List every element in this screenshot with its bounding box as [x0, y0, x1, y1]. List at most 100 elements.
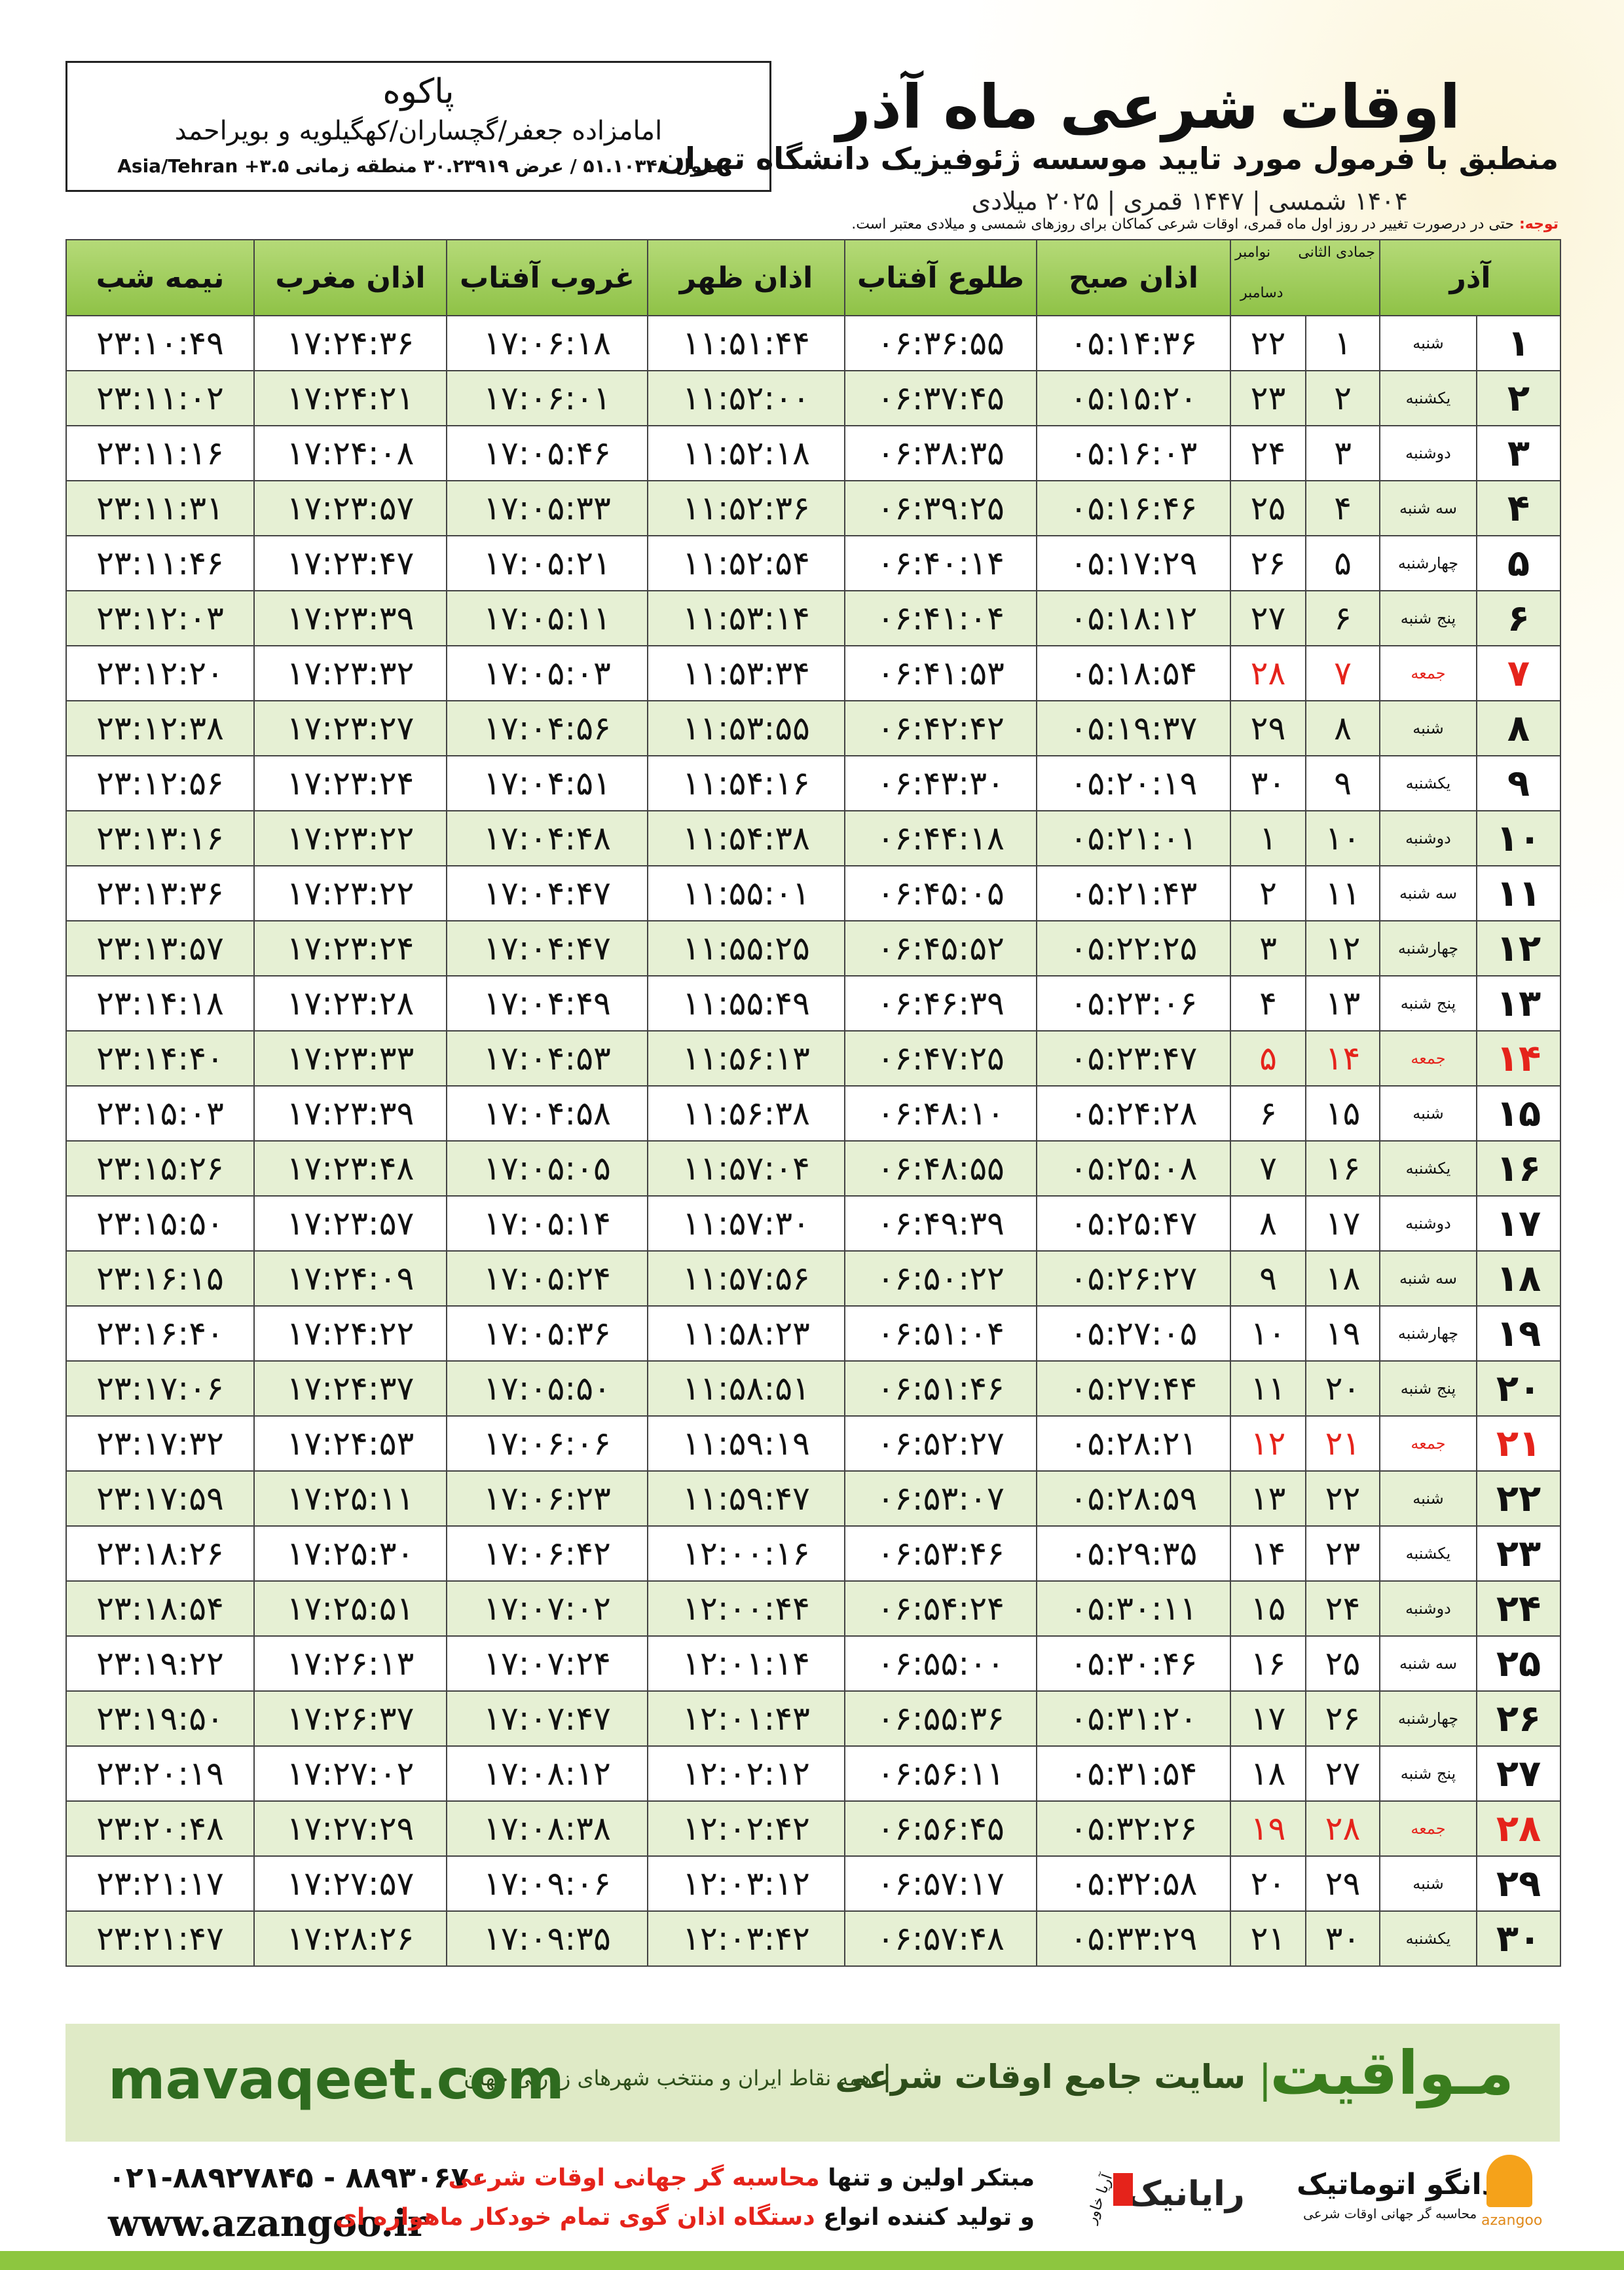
hijri-day: ۶: [1305, 590, 1380, 646]
weekday: پنج شنبه: [1379, 1745, 1477, 1802]
maghrib: ۱۷:۲۴:۲۱: [253, 370, 447, 426]
hijri-day: ۲۵: [1305, 1635, 1380, 1692]
weekday: شنبه: [1379, 1855, 1477, 1912]
gregorian-day: ۱۳: [1230, 1470, 1306, 1527]
footer-website: www.azangoo.ir: [108, 2202, 427, 2245]
sunrise: ۰۶:۵۶:۴۵: [844, 1800, 1037, 1857]
sunset: ۱۷:۰۹:۳۵: [446, 1910, 648, 1967]
weekday: جمعه: [1379, 1415, 1477, 1472]
sunset: ۱۷:۰۵:۰۵: [446, 1140, 648, 1197]
sunrise: ۰۶:۳۶:۵۵: [844, 315, 1037, 371]
hijri-day: ۱۰: [1305, 810, 1380, 866]
weekday: چهارشنبه: [1379, 920, 1477, 977]
hijri-day: ۱۶: [1305, 1140, 1380, 1197]
banner-separator: |: [882, 2059, 892, 2093]
day-number: ۸: [1476, 700, 1561, 756]
sunset: ۱۷:۰۵:۰۳: [446, 645, 648, 701]
weekday: پنج شنبه: [1379, 1360, 1477, 1417]
maghrib: ۱۷:۲۳:۲۷: [253, 700, 447, 756]
gregorian-day: ۱۹: [1230, 1800, 1306, 1857]
fajr: ۰۵:۲۷:۴۴: [1036, 1360, 1231, 1417]
dhuhr: ۱۲:۰۲:۱۲: [647, 1745, 845, 1802]
table-row: ۲۸ جمعه ۲۸ ۱۹ ۰۵:۳۲:۲۶ ۰۶:۵۶:۴۵ ۱۲:۰۲:۴۲ ۱۷:۰۸:…: [65, 1800, 1561, 1857]
midnight: ۲۳:۱۸:۵۴: [65, 1580, 255, 1637]
hijri-day: ۲: [1305, 370, 1380, 426]
dhuhr: ۱۱:۵۲:۱۸: [647, 425, 845, 481]
table-row: ۲۰ پنج شنبه ۲۰ ۱۱ ۰۵:۲۷:۴۴ ۰۶:۵۱:۴۶ ۱۱:۵۸:۵۱ ۱۷…: [65, 1360, 1561, 1417]
dhuhr: ۱۱:۵۵:۴۹: [647, 975, 845, 1032]
sunrise: ۰۶:۴۱:۰۴: [844, 590, 1037, 646]
maghrib: ۱۷:۲۷:۲۹: [253, 1800, 447, 1857]
gregorian-day: ۲: [1230, 865, 1306, 921]
fajr: ۰۵:۳۳:۲۹: [1036, 1910, 1231, 1967]
table-row: ۲۱ جمعه ۲۱ ۱۲ ۰۵:۲۸:۲۱ ۰۶:۵۲:۲۷ ۱۱:۵۹:۱۹ ۱۷:۰۶:…: [65, 1415, 1561, 1472]
footer-line1-text: مبتکر اولین و تنها: [828, 2165, 1035, 2191]
maghrib: ۱۷:۲۳:۳۲: [253, 645, 447, 701]
sunset: ۱۷:۰۵:۳۶: [446, 1305, 648, 1362]
hijri-day: ۳۰: [1305, 1910, 1380, 1967]
maghrib: ۱۷:۲۶:۱۳: [253, 1635, 447, 1692]
hijri-day: ۱۳: [1305, 975, 1380, 1032]
maghrib: ۱۷:۲۳:۳۹: [253, 1085, 447, 1142]
maghrib: ۱۷:۲۳:۲۸: [253, 975, 447, 1032]
table-row: ۲۵ سه شنبه ۲۵ ۱۶ ۰۵:۳۰:۴۶ ۰۶:۵۵:۰۰ ۱۲:۰۱:۱۴ ۱۷:…: [65, 1635, 1561, 1692]
note-label: توجه:: [1519, 216, 1559, 233]
sunrise: ۰۶:۵۲:۲۷: [844, 1415, 1037, 1472]
weekday: دوشنبه: [1379, 425, 1477, 481]
dhuhr: ۱۲:۰۲:۴۲: [647, 1800, 845, 1857]
azangoo-logo: اذانگو اتوماتیک: [1297, 2168, 1507, 2201]
table-row: ۲۴ دوشنبه ۲۴ ۱۵ ۰۵:۳۰:۱۱ ۰۶:۵۴:۲۴ ۱۲:۰۰:۴۴ ۱۷:۰…: [65, 1580, 1561, 1637]
weekday: جمعه: [1379, 1800, 1477, 1857]
fajr: ۰۵:۲۳:۰۶: [1036, 975, 1231, 1032]
gregorian-day: ۶: [1230, 1085, 1306, 1142]
dhuhr: ۱۱:۵۴:۱۶: [647, 755, 845, 811]
subtitle: منطبق با فرمول مورد تایید موسسه ژئوفیزیک…: [659, 141, 1559, 176]
gregorian-day: ۲۶: [1230, 535, 1306, 591]
day-number: ۱: [1476, 315, 1561, 371]
sunset: ۱۷:۰۵:۱۴: [446, 1195, 648, 1252]
hijri-day: ۲۰: [1305, 1360, 1380, 1417]
weekday: دوشنبه: [1379, 1195, 1477, 1252]
day-number: ۷: [1476, 645, 1561, 701]
day-number: ۱۸: [1476, 1250, 1561, 1307]
fajr: ۰۵:۲۵:۴۷: [1036, 1195, 1231, 1252]
table-row: ۳ دوشنبه ۳ ۲۴ ۰۵:۱۶:۰۳ ۰۶:۳۸:۳۵ ۱۱:۵۲:۱۸ ۱۷:۰۵:…: [65, 425, 1561, 481]
gregorian-day: ۲۹: [1230, 700, 1306, 756]
weekday: یکشنبه: [1379, 1910, 1477, 1967]
maghrib: ۱۷:۲۴:۳۷: [253, 1360, 447, 1417]
sunrise: ۰۶:۵۳:۴۶: [844, 1525, 1037, 1582]
day-number: ۱۶: [1476, 1140, 1561, 1197]
table-row: ۲۶ چهارشنبه ۲۶ ۱۷ ۰۵:۳۱:۲۰ ۰۶:۵۵:۳۶ ۱۲:۰۱:۴۳ ۱۷…: [65, 1690, 1561, 1747]
table-row: ۹ یکشنبه ۹ ۳۰ ۰۵:۲۰:۱۹ ۰۶:۴۳:۳۰ ۱۱:۵۴:۱۶ ۱۷:۰۴:…: [65, 755, 1561, 811]
gregorian-day: ۲۴: [1230, 425, 1306, 481]
dhuhr: ۱۲:۰۱:۴۳: [647, 1690, 845, 1747]
day-number: ۱۹: [1476, 1305, 1561, 1362]
gregorian-day: ۱۶: [1230, 1635, 1306, 1692]
table-row: ۸ شنبه ۸ ۲۹ ۰۵:۱۹:۳۷ ۰۶:۴۲:۴۲ ۱۱:۵۳:۵۵ ۱۷:۰۴:۵۶…: [65, 700, 1561, 756]
fajr: ۰۵:۳۲:۲۶: [1036, 1800, 1231, 1857]
midnight: ۲۳:۲۰:۱۹: [65, 1745, 255, 1802]
sunset: ۱۷:۰۴:۵۸: [446, 1085, 648, 1142]
fajr: ۰۵:۲۴:۲۸: [1036, 1085, 1231, 1142]
maghrib: ۱۷:۲۵:۵۱: [253, 1580, 447, 1637]
weekday: یکشنبه: [1379, 1140, 1477, 1197]
midnight: ۲۳:۱۱:۳۱: [65, 480, 255, 536]
dhuhr: ۱۱:۵۸:۵۱: [647, 1360, 845, 1417]
day-number: ۱۳: [1476, 975, 1561, 1032]
table-row: ۱۴ جمعه ۱۴ ۵ ۰۵:۲۳:۴۷ ۰۶:۴۷:۲۵ ۱۱:۵۶:۱۳ ۱۷:۰۴:۵…: [65, 1030, 1561, 1087]
table-row: ۱۶ یکشنبه ۱۶ ۷ ۰۵:۲۵:۰۸ ۰۶:۴۸:۵۵ ۱۱:۵۷:۰۴ ۱۷:۰۵…: [65, 1140, 1561, 1197]
fajr: ۰۵:۲۷:۰۵: [1036, 1305, 1231, 1362]
table-row: ۲۹ شنبه ۲۹ ۲۰ ۰۵:۳۲:۵۸ ۰۶:۵۷:۱۷ ۱۲:۰۳:۱۲ ۱۷:۰۹:…: [65, 1855, 1561, 1912]
table-row: ۲۷ پنج شنبه ۲۷ ۱۸ ۰۵:۳۱:۵۴ ۰۶:۵۶:۱۱ ۱۲:۰۲:۱۲ ۱۷…: [65, 1745, 1561, 1802]
fajr: ۰۵:۳۱:۵۴: [1036, 1745, 1231, 1802]
header-time: اذان مغرب: [253, 239, 447, 316]
hijri-day: ۸: [1305, 700, 1380, 756]
footer-line2-highlight: دستگاه اذان گوی تمام خودکار ماهواره ای: [335, 2204, 815, 2231]
midnight: ۲۳:۱۴:۱۸: [65, 975, 255, 1032]
header-time: طلوع آفتاب: [844, 239, 1037, 316]
sunrise: ۰۶:۳۹:۲۵: [844, 480, 1037, 536]
day-number: ۲: [1476, 370, 1561, 426]
banner-brand: مـواقیت: [1270, 2038, 1514, 2108]
weekday: پنج شنبه: [1379, 590, 1477, 646]
